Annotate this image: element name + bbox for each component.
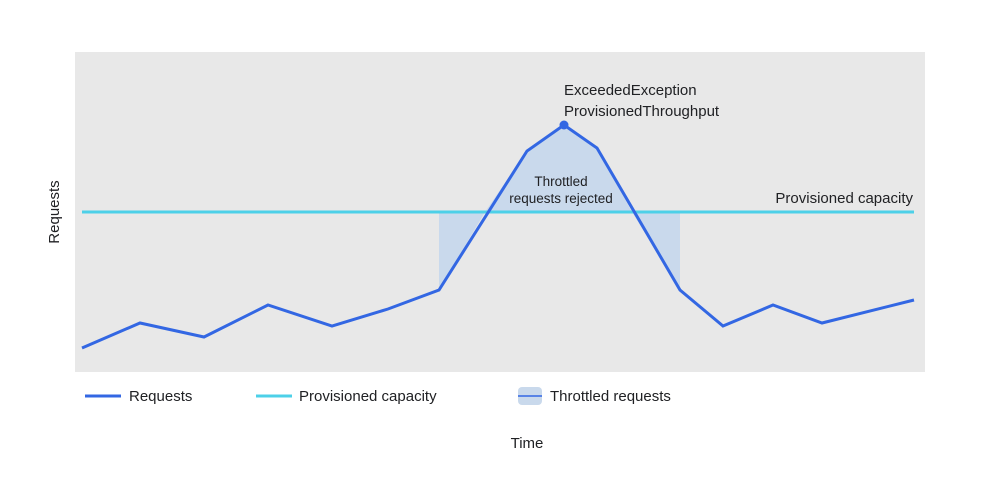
peak-marker xyxy=(559,120,569,130)
peak-annotation-line1: ExceededException xyxy=(564,82,697,99)
throttled-area-peak xyxy=(485,125,632,212)
legend-label-requests: Requests xyxy=(129,388,192,405)
legend-label-throttled: Throttled requests xyxy=(550,388,671,405)
capacity-annotation: Provisioned capacity xyxy=(775,190,913,207)
legend-label-capacity: Provisioned capacity xyxy=(299,388,437,405)
x-axis-label: Time xyxy=(511,435,544,452)
legend-item-capacity: Provisioned capacity xyxy=(256,388,437,405)
requests-line xyxy=(81,123,915,350)
legend-item-throttled: Throttled requests xyxy=(518,387,671,405)
legend-item-requests: Requests xyxy=(85,388,192,405)
legend: Requests Provisioned capacity Throttled … xyxy=(85,387,671,405)
throttled-annotation-line1: Throttled xyxy=(534,174,587,189)
peak-annotation-line2: ProvisionedThroughput xyxy=(564,103,720,120)
throttled-annotation-line2: requests rejected xyxy=(509,191,613,206)
y-axis-label: Requests xyxy=(46,180,63,243)
